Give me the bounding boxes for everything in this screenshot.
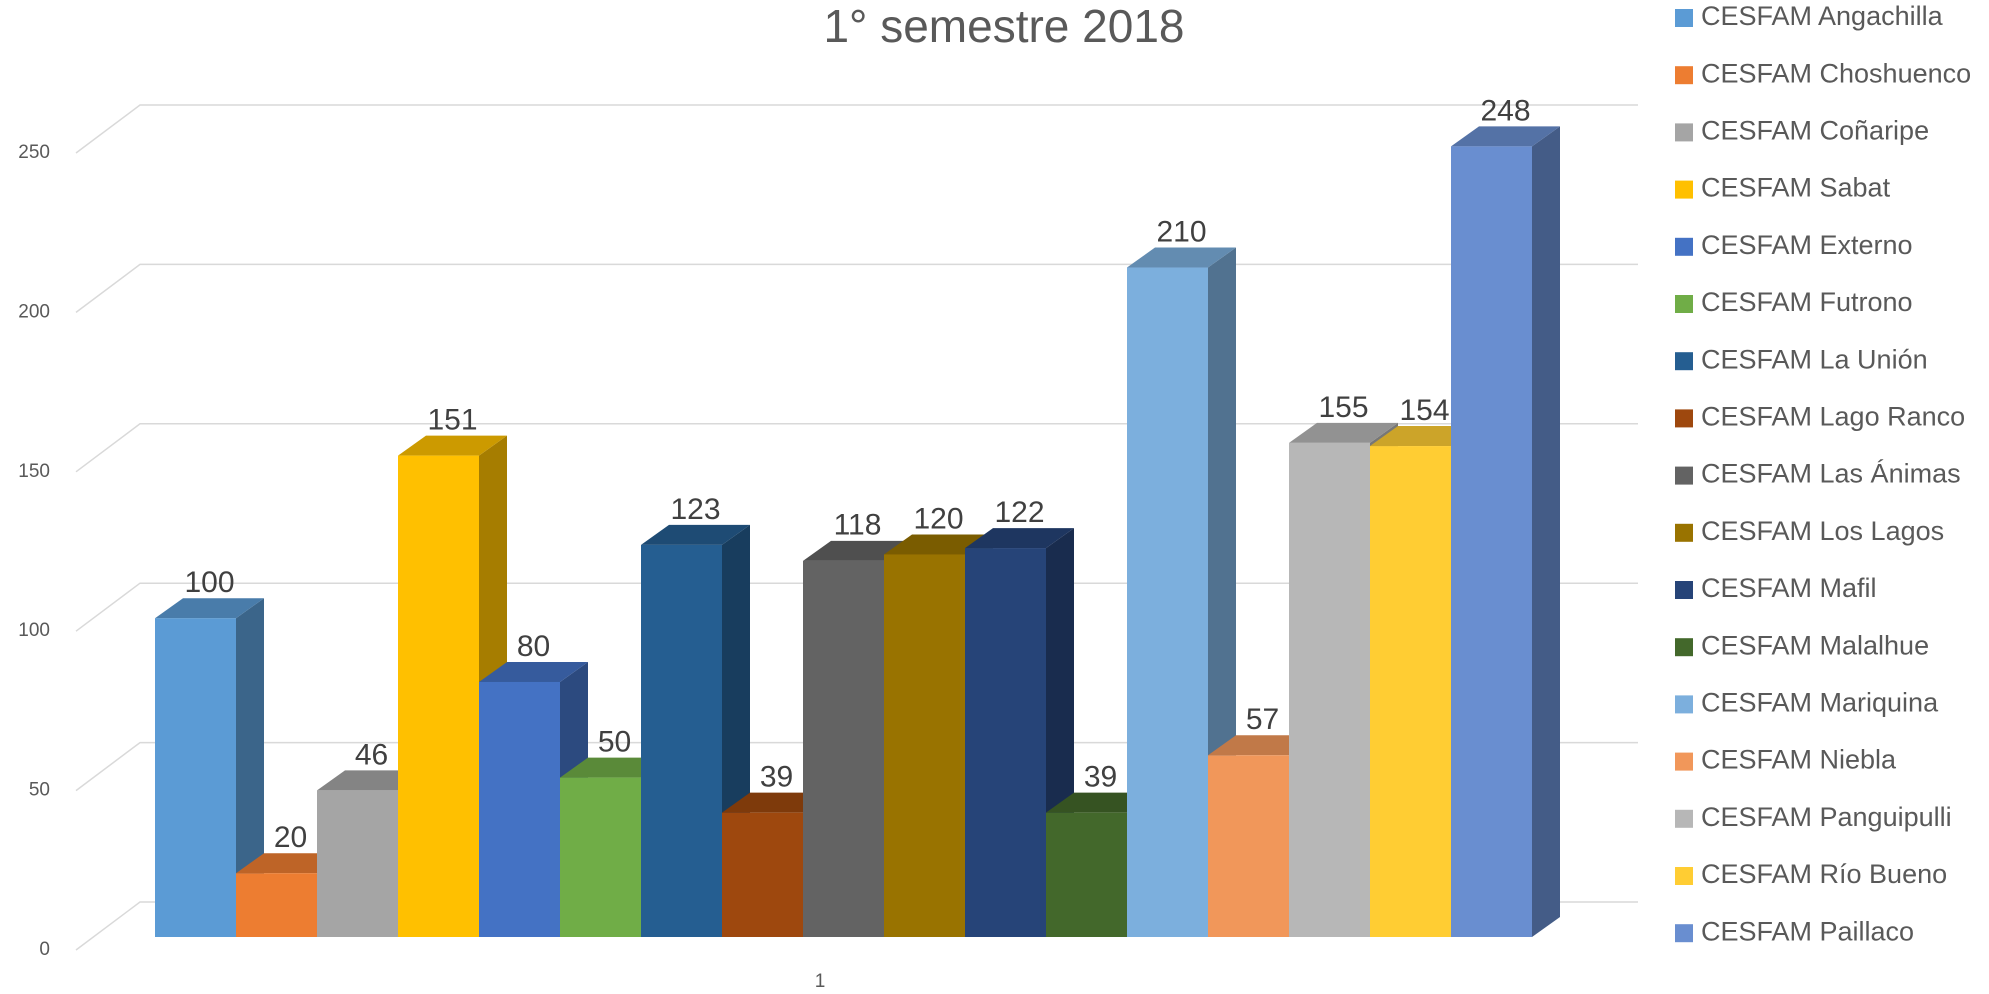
bar-top bbox=[479, 661, 588, 682]
data-label: 122 bbox=[994, 496, 1044, 529]
legend-label: CESFAM Las Ánimas bbox=[1701, 459, 1961, 489]
legend-swatch bbox=[1675, 66, 1693, 85]
data-label: 57 bbox=[1246, 703, 1279, 736]
legend-label: CESFAM Choshuenco bbox=[1701, 58, 1971, 88]
legend-swatch bbox=[1675, 581, 1693, 599]
legend-label: CESFAM Futrono bbox=[1701, 287, 1913, 317]
legend-swatch bbox=[1675, 809, 1693, 828]
legend-swatch bbox=[1675, 409, 1693, 428]
data-label: 39 bbox=[760, 761, 793, 794]
legend-label: CESFAM Mafil bbox=[1701, 573, 1877, 603]
legend-label: CESFAM Lago Ranco bbox=[1701, 402, 1965, 432]
legend-label: CESFAM Río Bueno bbox=[1701, 859, 1947, 889]
bar bbox=[1208, 755, 1289, 937]
bar bbox=[560, 777, 641, 937]
legend-label: CESFAM Sabat bbox=[1701, 173, 1891, 203]
data-label: 120 bbox=[913, 502, 963, 535]
bar-top bbox=[641, 524, 750, 545]
bar-top bbox=[155, 598, 264, 619]
y-tick-label: 0 bbox=[39, 939, 50, 960]
bar bbox=[722, 812, 803, 937]
data-label: 39 bbox=[1084, 761, 1117, 794]
data-label: 154 bbox=[1399, 394, 1449, 427]
legend-swatch bbox=[1675, 695, 1693, 714]
bar-top bbox=[1127, 247, 1236, 268]
legend-swatch bbox=[1675, 867, 1693, 885]
y-tick-label: 150 bbox=[18, 461, 50, 482]
bar bbox=[803, 560, 884, 937]
bar-side bbox=[236, 598, 264, 937]
data-label: 118 bbox=[834, 509, 882, 542]
bar bbox=[398, 455, 479, 937]
legend-label: CESFAM Mariquina bbox=[1701, 688, 1939, 718]
legend-label: CESFAM Panguipulli bbox=[1701, 802, 1952, 832]
chart-title: 1° semestre 2018 bbox=[823, 0, 1184, 52]
bar bbox=[317, 790, 398, 937]
legend-swatch bbox=[1675, 752, 1693, 771]
legend-swatch bbox=[1675, 9, 1693, 27]
bar bbox=[479, 681, 560, 937]
legend-label: CESFAM Angachilla bbox=[1701, 1, 1944, 31]
legend-swatch bbox=[1675, 237, 1693, 256]
data-label: 151 bbox=[427, 404, 477, 437]
data-label: 210 bbox=[1156, 215, 1206, 248]
bar bbox=[236, 873, 317, 937]
bar-top bbox=[965, 528, 1074, 549]
bar bbox=[1451, 146, 1532, 938]
data-label: 20 bbox=[274, 821, 307, 854]
data-label: 80 bbox=[517, 630, 550, 663]
y-tick-label: 250 bbox=[18, 142, 50, 163]
legend-label: CESFAM Niebla bbox=[1701, 745, 1897, 775]
bar bbox=[1370, 446, 1451, 937]
bar bbox=[1046, 812, 1127, 937]
data-label: 248 bbox=[1480, 94, 1530, 127]
legend-swatch bbox=[1675, 123, 1693, 142]
legend-label: CESFAM Malalhue bbox=[1701, 630, 1929, 660]
bar-top bbox=[398, 435, 507, 456]
legend-swatch bbox=[1675, 180, 1693, 199]
bar bbox=[641, 544, 722, 937]
data-label: 46 bbox=[355, 738, 388, 771]
y-tick-label: 50 bbox=[29, 780, 50, 801]
data-label: 123 bbox=[670, 493, 720, 526]
y-tick-label: 200 bbox=[18, 301, 50, 322]
grid-line bbox=[75, 104, 1638, 154]
legend-swatch bbox=[1675, 638, 1693, 657]
bar-top bbox=[1451, 126, 1560, 147]
bar bbox=[155, 618, 236, 937]
legend-label: CESFAM Coñaripe bbox=[1701, 116, 1929, 146]
legend-swatch bbox=[1675, 466, 1693, 485]
legend-label: CESFAM La Unión bbox=[1701, 344, 1928, 374]
legend-swatch bbox=[1675, 295, 1693, 313]
bar-side bbox=[1532, 126, 1560, 938]
data-label: 50 bbox=[598, 726, 631, 759]
data-label: 155 bbox=[1318, 391, 1368, 424]
bar bbox=[1127, 267, 1208, 937]
bar bbox=[884, 554, 965, 937]
legend-label: CESFAM Externo bbox=[1701, 230, 1913, 260]
x-tick-label: 1 bbox=[815, 971, 826, 992]
legend-swatch bbox=[1675, 523, 1693, 542]
legend-swatch bbox=[1675, 924, 1693, 943]
bar-top bbox=[1289, 422, 1398, 443]
legend-label: CESFAM Paillaco bbox=[1701, 916, 1914, 946]
grid-line bbox=[75, 263, 1638, 313]
data-label: 100 bbox=[184, 566, 234, 599]
legend-label: CESFAM Los Lagos bbox=[1701, 516, 1944, 546]
bar bbox=[1289, 442, 1370, 937]
y-tick-label: 100 bbox=[18, 620, 50, 641]
bar bbox=[965, 548, 1046, 937]
legend-swatch bbox=[1675, 352, 1693, 371]
